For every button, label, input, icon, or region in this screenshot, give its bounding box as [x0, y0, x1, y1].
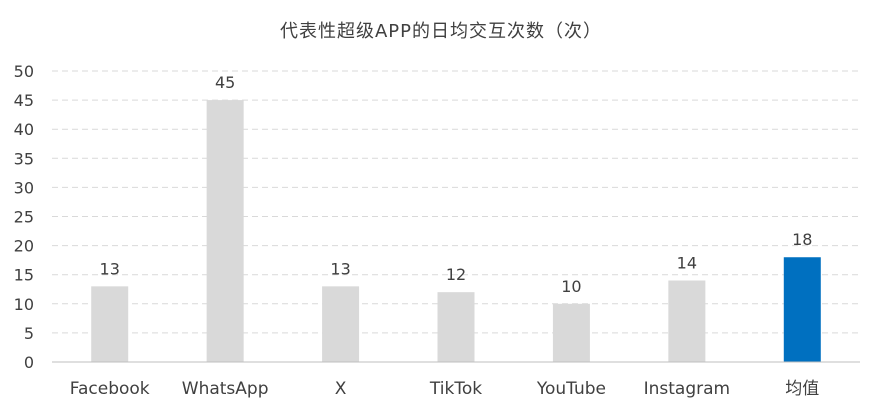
- y-tick-label: 50: [14, 62, 34, 81]
- y-tick-label: 20: [14, 237, 34, 256]
- x-category-label: Instagram: [644, 379, 731, 399]
- x-category-label: Facebook: [70, 379, 150, 399]
- x-category-label: TikTok: [429, 379, 482, 399]
- data-label: 10: [561, 277, 581, 296]
- y-tick-label: 5: [24, 324, 34, 343]
- bar-1: [206, 100, 244, 362]
- x-axis-categories: Facebook WhatsApp X TikTok YouTube Instagram 均…: [70, 379, 820, 399]
- data-label: 13: [100, 259, 120, 278]
- y-tick-label: 25: [14, 208, 34, 227]
- bar-2: [322, 286, 360, 362]
- y-tick-label: 35: [14, 149, 34, 168]
- x-category-label: 均值: [785, 379, 819, 399]
- data-label: 18: [792, 230, 812, 249]
- bars: [91, 100, 821, 362]
- y-axis-ticks: 0 5 10 15 20 25 30 35 40 45 50: [14, 62, 34, 372]
- data-label: 13: [330, 259, 350, 278]
- y-tick-label: 10: [14, 295, 34, 314]
- y-tick-label: 30: [14, 178, 34, 197]
- chart-title: 代表性超级APP的日均交互次数（次）: [280, 21, 602, 42]
- x-category-label: WhatsApp: [182, 379, 269, 399]
- bar-0: [91, 286, 129, 362]
- bar-6: [783, 257, 821, 362]
- x-category-label: YouTube: [536, 379, 606, 399]
- y-tick-label: 15: [14, 266, 34, 285]
- data-labels: 13 45 13 12 10 14 18: [100, 73, 813, 296]
- data-label: 14: [677, 254, 697, 273]
- data-label: 45: [215, 73, 235, 92]
- gridlines: [52, 70, 860, 334]
- bar-4: [552, 303, 590, 362]
- bar-3: [437, 292, 475, 362]
- y-tick-label: 0: [24, 353, 34, 372]
- y-tick-label: 45: [14, 91, 34, 110]
- x-category-label: X: [335, 379, 347, 399]
- data-label: 12: [446, 265, 466, 284]
- bar-5: [668, 280, 706, 362]
- y-tick-label: 40: [14, 120, 34, 139]
